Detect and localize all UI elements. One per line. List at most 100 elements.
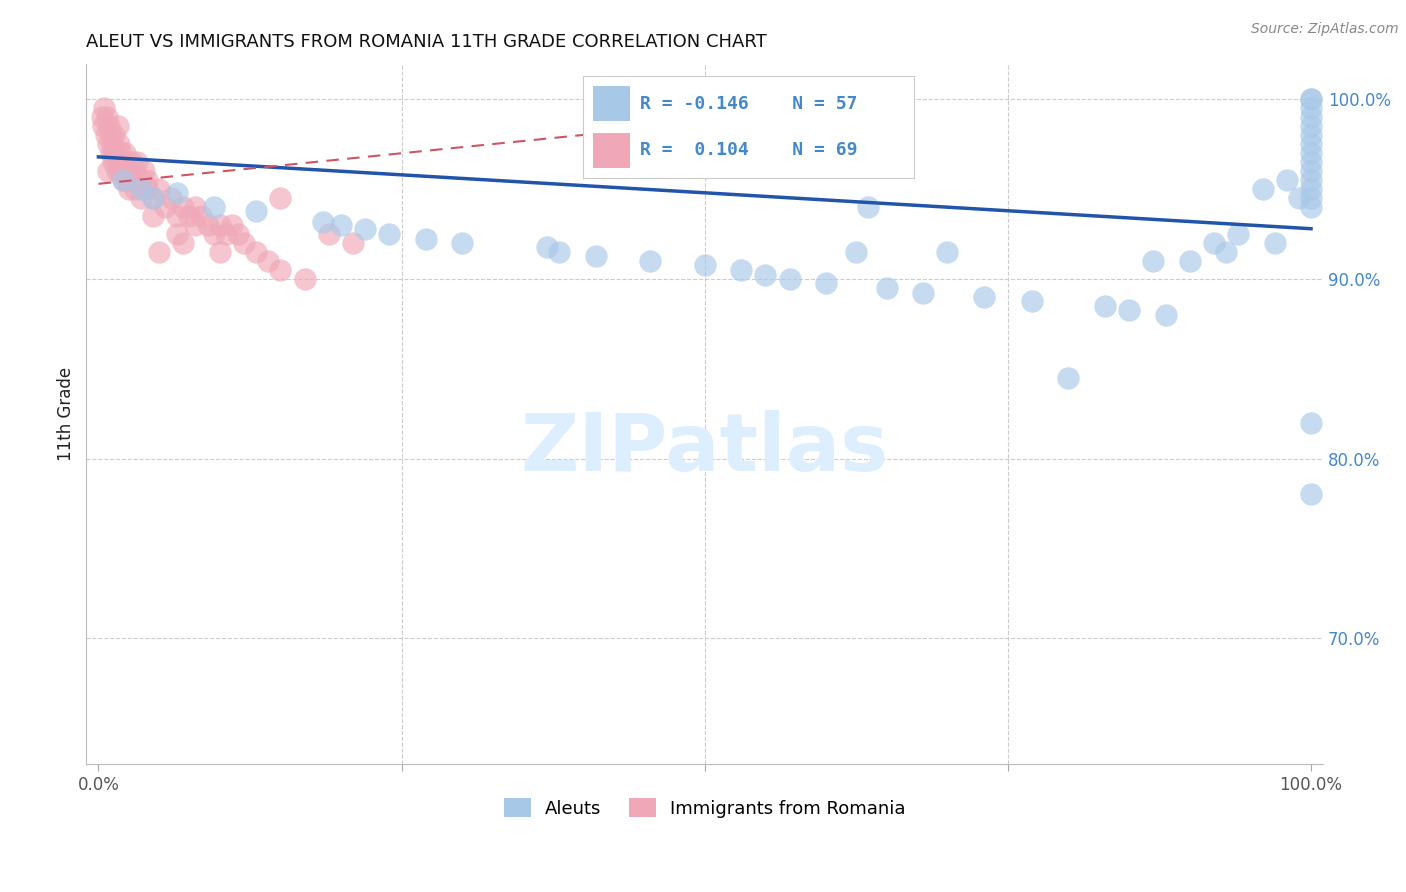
Point <box>779 272 801 286</box>
Point <box>1299 155 1322 169</box>
Point <box>1264 236 1286 251</box>
Point <box>112 155 135 169</box>
Point <box>101 146 124 161</box>
Point <box>1299 487 1322 501</box>
Point <box>117 164 139 178</box>
Legend: Aleuts, Immigrants from Romania: Aleuts, Immigrants from Romania <box>496 791 912 825</box>
Point <box>1299 173 1322 187</box>
Point <box>120 173 142 187</box>
Point <box>1021 293 1043 308</box>
Point <box>245 245 267 260</box>
Point <box>184 200 207 214</box>
Point <box>1215 245 1237 260</box>
Point <box>208 218 231 232</box>
Point <box>215 227 238 241</box>
Point <box>129 173 152 187</box>
Point <box>754 268 776 283</box>
Point <box>166 227 188 241</box>
Point <box>730 263 752 277</box>
Point <box>1299 120 1322 134</box>
Point <box>1299 146 1322 161</box>
Point <box>858 200 880 214</box>
Text: R = -0.146    N = 57: R = -0.146 N = 57 <box>640 95 858 112</box>
Point <box>585 249 607 263</box>
Text: ALEUT VS IMMIGRANTS FROM ROMANIA 11TH GRADE CORRELATION CHART: ALEUT VS IMMIGRANTS FROM ROMANIA 11TH GR… <box>86 33 768 51</box>
Point <box>1299 137 1322 152</box>
Point <box>110 164 132 178</box>
Point <box>121 155 143 169</box>
Point <box>1275 173 1298 187</box>
Point <box>232 236 254 251</box>
Point <box>876 281 898 295</box>
Point <box>134 164 156 178</box>
Point <box>548 245 571 260</box>
Point <box>96 111 118 125</box>
Point <box>101 155 124 169</box>
Point <box>1118 302 1140 317</box>
Point <box>104 146 127 161</box>
Point <box>1251 182 1274 196</box>
Point <box>148 245 170 260</box>
Point <box>226 227 249 241</box>
Point <box>936 245 959 260</box>
Text: Source: ZipAtlas.com: Source: ZipAtlas.com <box>1251 22 1399 37</box>
Point <box>342 236 364 251</box>
Point <box>208 245 231 260</box>
Point <box>100 128 122 143</box>
Point <box>1142 254 1164 268</box>
Point <box>91 120 114 134</box>
Point <box>814 276 837 290</box>
Point <box>973 290 995 304</box>
Point <box>1202 236 1225 251</box>
Point <box>166 186 188 200</box>
Point <box>1299 128 1322 143</box>
Point <box>1299 164 1322 178</box>
Point <box>129 182 152 196</box>
Point <box>114 146 136 161</box>
Point <box>179 209 201 223</box>
Point <box>111 173 134 187</box>
Point <box>98 120 121 134</box>
Point <box>911 286 934 301</box>
Point <box>269 191 291 205</box>
Point <box>1299 416 1322 430</box>
Text: R =  0.104    N = 69: R = 0.104 N = 69 <box>640 141 858 159</box>
Point <box>1299 102 1322 116</box>
Point <box>1057 370 1080 384</box>
Point <box>142 191 165 205</box>
Point <box>1178 254 1201 268</box>
Point <box>1299 200 1322 214</box>
Point <box>118 164 141 178</box>
Point <box>160 191 183 205</box>
Point <box>110 146 132 161</box>
Point <box>318 227 340 241</box>
Point <box>329 218 352 232</box>
Point <box>115 173 138 187</box>
Point <box>1299 92 1322 106</box>
Point <box>1227 227 1250 241</box>
Point <box>638 254 661 268</box>
Point <box>378 227 401 241</box>
Point <box>197 218 219 232</box>
Point <box>1299 111 1322 125</box>
Point <box>202 200 225 214</box>
Point <box>124 164 146 178</box>
Point <box>118 173 141 187</box>
Point <box>172 200 194 214</box>
Point <box>100 137 122 152</box>
Point <box>221 218 243 232</box>
Point <box>269 263 291 277</box>
Point <box>142 209 165 223</box>
Point <box>845 245 868 260</box>
Point <box>190 209 212 223</box>
Point <box>693 258 716 272</box>
Point <box>118 182 141 196</box>
Point <box>142 191 165 205</box>
Point <box>129 191 152 205</box>
Point <box>245 203 267 218</box>
Text: ZIPatlas: ZIPatlas <box>520 409 889 488</box>
Point <box>294 272 316 286</box>
Point <box>1299 92 1322 106</box>
FancyBboxPatch shape <box>593 133 630 168</box>
Point <box>93 102 115 116</box>
